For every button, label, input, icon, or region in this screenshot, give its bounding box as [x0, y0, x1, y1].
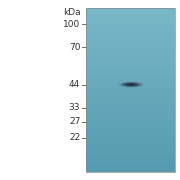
Text: 27: 27: [69, 117, 80, 126]
Text: 44: 44: [69, 80, 80, 89]
Text: 33: 33: [69, 103, 80, 112]
Text: kDa: kDa: [64, 8, 81, 17]
Text: 100: 100: [63, 20, 80, 29]
Bar: [86, 8, 175, 172]
Text: 22: 22: [69, 133, 80, 142]
Text: 70: 70: [69, 43, 80, 52]
